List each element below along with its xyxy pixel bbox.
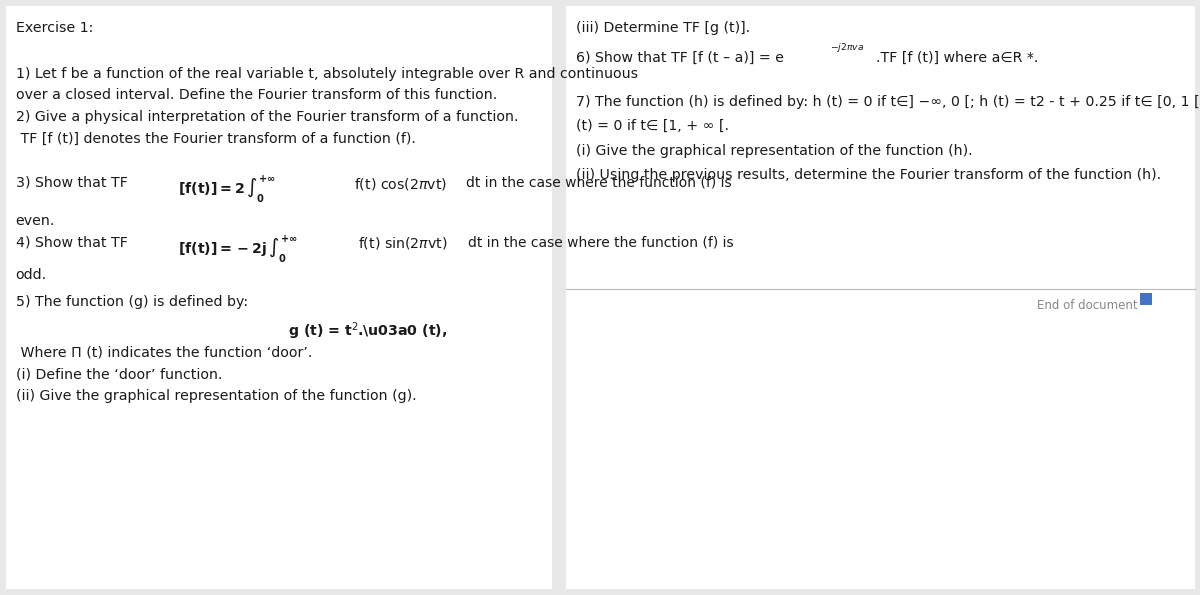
- Text: odd.: odd.: [16, 268, 47, 282]
- Text: Exercise 1:: Exercise 1:: [16, 21, 92, 35]
- Text: g (t) = t$^2$.\u03a0 (t),: g (t) = t$^2$.\u03a0 (t),: [288, 320, 448, 342]
- Text: 7) The function (h) is defined by: h (t) = 0 if t∈] −∞, 0 [; h (t) = t2 - t + 0.: 7) The function (h) is defined by: h (t)…: [576, 95, 1200, 109]
- Text: (ii) Give the graphical representation of the function (g).: (ii) Give the graphical representation o…: [16, 389, 416, 403]
- Text: f(t) cos(2$\pi$vt): f(t) cos(2$\pi$vt): [354, 176, 448, 192]
- Text: dt in the case where the function (f) is: dt in the case where the function (f) is: [468, 235, 733, 249]
- Text: (i) Define the ‘door’ function.: (i) Define the ‘door’ function.: [16, 367, 222, 381]
- Text: 5) The function (g) is defined by:: 5) The function (g) is defined by:: [16, 295, 247, 309]
- Text: End of document: End of document: [1037, 299, 1138, 312]
- Text: (iii) Determine TF [g (t)].: (iii) Determine TF [g (t)].: [576, 21, 750, 35]
- Text: 1) Let f be a function of the real variable t, absolutely integrable over R and : 1) Let f be a function of the real varia…: [16, 67, 637, 81]
- Text: TF [f (t)] denotes the Fourier transform of a function (f).: TF [f (t)] denotes the Fourier transform…: [16, 132, 415, 146]
- Text: 3) Show that TF: 3) Show that TF: [16, 176, 127, 190]
- Text: $\mathbf{[f(t)] = -2j\,\int_0^{+\infty}}$: $\mathbf{[f(t)] = -2j\,\int_0^{+\infty}}…: [178, 233, 298, 265]
- Text: 2) Give a physical interpretation of the Fourier transform of a function.: 2) Give a physical interpretation of the…: [16, 110, 518, 124]
- Text: f(t) sin(2$\pi$vt): f(t) sin(2$\pi$vt): [358, 235, 448, 251]
- Text: Where Π (t) indicates the function ‘door’.: Where Π (t) indicates the function ‘door…: [16, 345, 312, 359]
- Text: (t) = 0 if t∈ [1, + ∞ [.: (t) = 0 if t∈ [1, + ∞ [.: [576, 119, 730, 133]
- Text: even.: even.: [16, 214, 55, 228]
- Text: $\mathbf{[f(t)] = 2\,\int_0^{+\infty}}$: $\mathbf{[f(t)] = 2\,\int_0^{+\infty}}$: [178, 174, 276, 205]
- Text: 4) Show that TF: 4) Show that TF: [16, 235, 127, 249]
- Text: 6) Show that TF [f (t – a)] = e: 6) Show that TF [f (t – a)] = e: [576, 51, 784, 65]
- Text: (i) Give the graphical representation of the function (h).: (i) Give the graphical representation of…: [576, 144, 973, 158]
- Text: $-j2\pi va$: $-j2\pi va$: [830, 41, 865, 54]
- Text: .TF [f (t)] where a∈R *.: .TF [f (t)] where a∈R *.: [876, 51, 1038, 65]
- Text: (ii) Using the previous results, determine the Fourier transform of the function: (ii) Using the previous results, determi…: [576, 168, 1162, 182]
- Bar: [1140, 293, 1152, 305]
- Text: dt in the case where the function (f) is: dt in the case where the function (f) is: [466, 176, 731, 190]
- Text: over a closed interval. Define the Fourier transform of this function.: over a closed interval. Define the Fouri…: [16, 88, 497, 102]
- FancyBboxPatch shape: [566, 6, 1195, 589]
- FancyBboxPatch shape: [6, 6, 552, 589]
